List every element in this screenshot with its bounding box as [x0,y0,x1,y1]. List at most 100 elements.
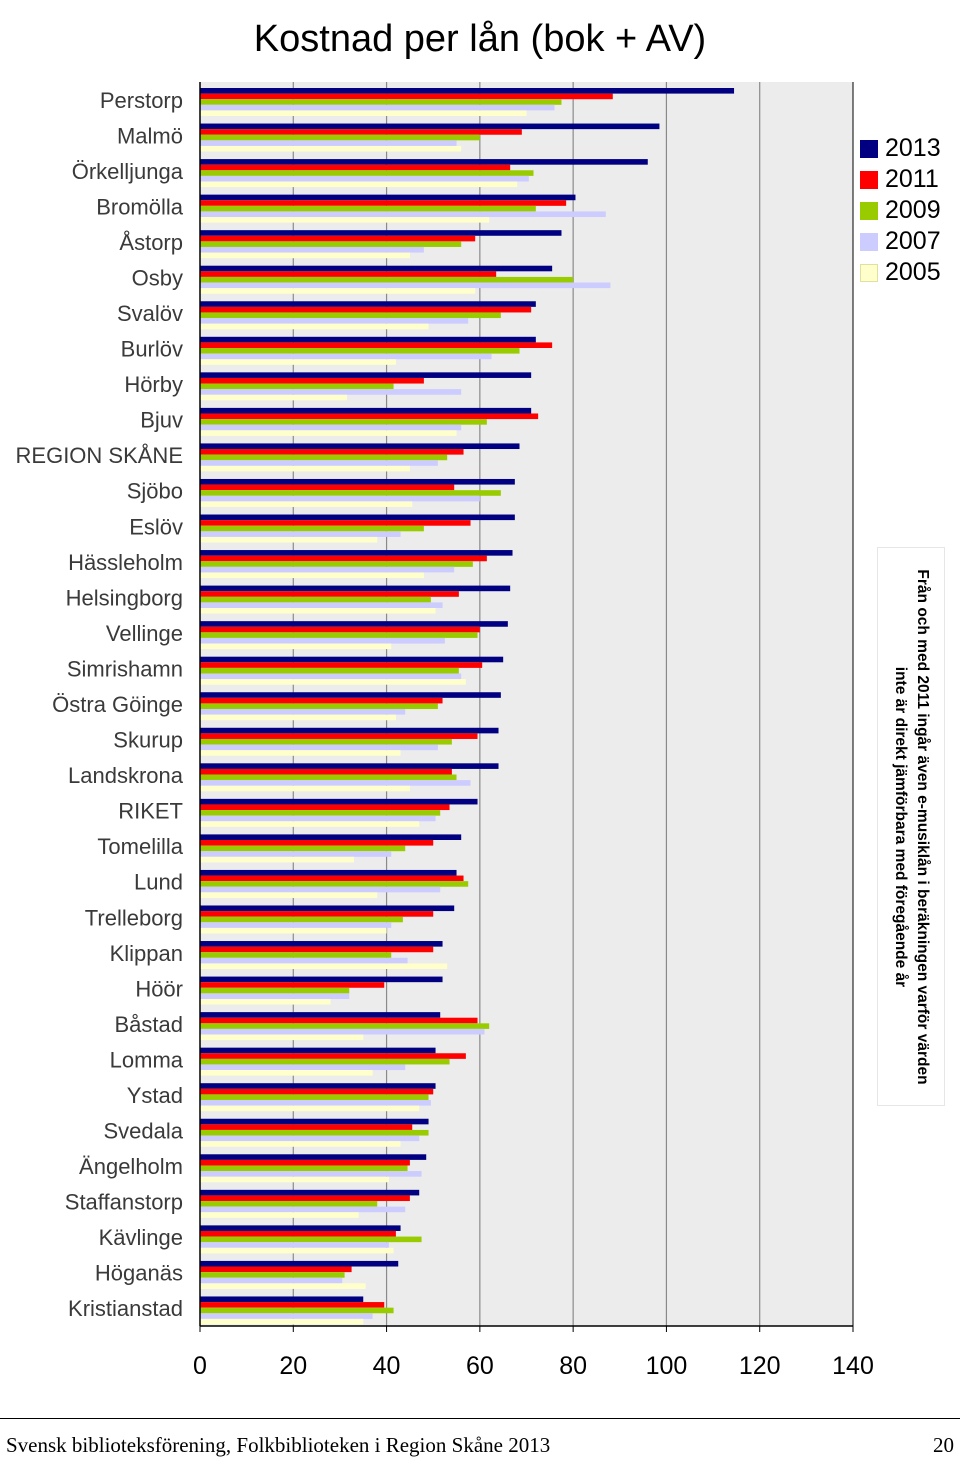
bar-2009 [200,738,452,745]
bar-2009 [200,1165,408,1172]
bar-2011 [200,697,443,704]
bar-2009 [200,667,459,674]
bar-2013 [200,585,511,592]
bar-2009 [200,241,462,247]
bar-2005 [200,1318,364,1325]
bar-2013 [200,763,499,769]
bar-2009 [200,490,501,496]
bar-2009 [200,1272,345,1278]
x-tick-label: 80 [559,1352,587,1380]
bar-2013 [200,1260,399,1267]
bar-2007 [200,1100,431,1106]
bar-2005 [200,465,410,472]
category-label: Östra Göinge [52,692,183,717]
bar-2007 [200,922,392,928]
bar-2013 [200,159,648,165]
bar-2005 [200,572,424,579]
bar-2007 [200,886,441,893]
bar-2005 [200,394,347,401]
x-tick-label: 20 [279,1352,307,1380]
bar-2011 [200,1266,352,1273]
legend-swatch [860,232,878,251]
bar-2009 [200,205,536,212]
category-label: Eslöv [129,514,183,539]
note-box: Från och med 2011 ingår även e-musiklån … [877,547,945,1106]
bar-2007 [200,175,529,182]
category-label: Skurup [113,728,183,753]
legend-item-2013: 2013 [860,133,941,164]
bar-2013 [200,550,513,556]
page-number: 20 [933,1433,954,1457]
category-label: Svedala [103,1119,183,1144]
bar-2013 [200,1296,364,1303]
bar-2011 [200,1195,410,1202]
bar-2005 [200,785,410,792]
bar-2011 [200,875,464,882]
bar-2013 [200,869,457,876]
bar-2011 [200,946,434,953]
bar-2007 [200,1313,373,1319]
bar-2011 [200,982,385,988]
legend-swatch [860,139,878,158]
bar-2009 [200,987,350,994]
bar-2007 [200,140,457,146]
bar-2005 [200,1283,366,1289]
category-label: Sjöbo [127,479,183,504]
category-label: Svalöv [117,301,183,326]
bar-2007 [200,1171,422,1177]
footer-divider [0,1418,960,1419]
category-label: Höganäs [95,1261,183,1286]
bar-2011 [200,200,567,206]
bar-2011 [200,271,497,277]
bar-2013 [200,1118,429,1125]
bar-2009 [200,134,480,141]
bar-2005 [200,821,420,827]
bar-2007 [200,744,438,751]
category-label: RIKET [118,799,183,824]
legend-label: 2013 [885,134,941,162]
category-label: Osby [132,265,183,290]
category-label: Örkelljunga [72,159,184,184]
chart-title: Kostnad per lån (bok + AV) [253,18,707,60]
bar-2007 [200,104,555,111]
bar-2009 [200,952,392,958]
bar-2011 [200,306,532,313]
bar-2011 [200,555,487,562]
bar-2013 [200,301,536,307]
category-label: Trelleborg [85,905,183,930]
category-label: Lund [134,870,183,895]
bar-2011 [200,1017,478,1024]
bar-2011 [200,164,511,171]
bar-2009 [200,1023,490,1029]
bar-2005 [200,430,457,436]
bar-2011 [200,1302,385,1308]
bar-2005 [200,998,331,1005]
legend-item-2009: 2009 [860,195,941,226]
bar-2009 [200,170,534,176]
bars [200,88,735,1325]
bar-2005 [200,1176,389,1183]
bar-2007 [200,1277,343,1284]
bar-2005 [200,1212,359,1218]
bar-2007 [200,709,406,715]
bar-2005 [200,679,466,685]
bar-2011 [200,235,476,242]
legend-label: 2011 [885,165,939,193]
bar-2011 [200,1088,434,1095]
bar-2009 [200,312,501,319]
legend-label: 2005 [885,258,941,286]
footer-text: Svensk biblioteksförening, Folkbibliotek… [6,1433,551,1457]
bar-2007 [200,637,445,644]
category-label: Landskrona [68,763,184,788]
bar-2011 [200,413,539,420]
bar-2013 [200,478,515,485]
category-label: Hässleholm [68,550,183,575]
bar-2009 [200,845,406,852]
x-tick-label: 40 [373,1352,401,1380]
bar-2013 [200,443,520,450]
bar-2009 [200,419,487,425]
bar-2005 [200,963,448,970]
bar-2005 [200,1105,420,1112]
bar-2005 [200,536,378,543]
x-tick-label: 0 [193,1352,207,1380]
